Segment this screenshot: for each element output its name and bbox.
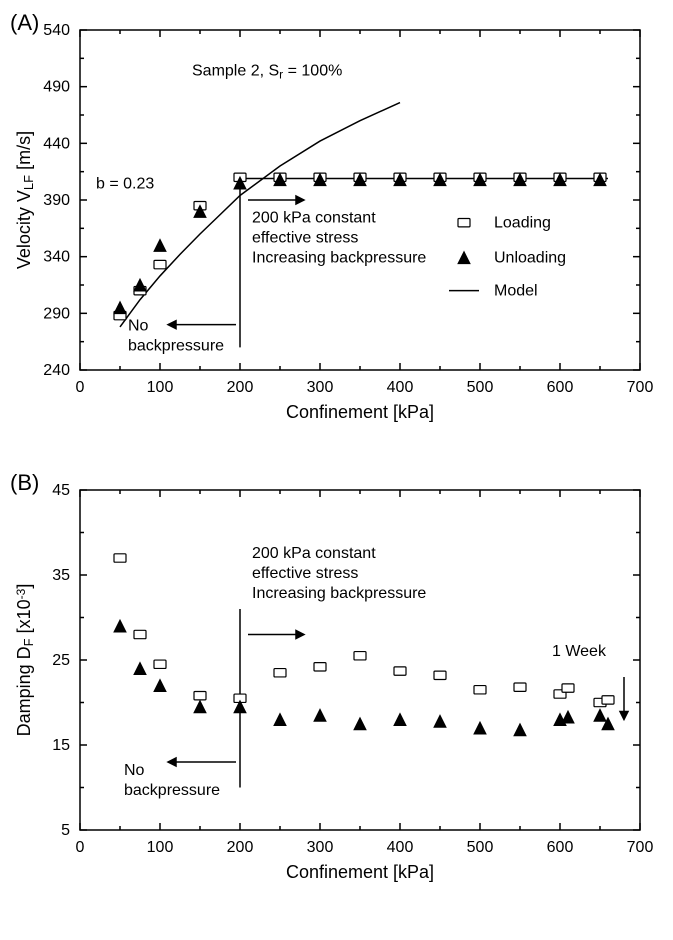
svg-text:500: 500 — [467, 379, 494, 396]
svg-text:No: No — [124, 762, 145, 779]
svg-text:Increasing backpressure: Increasing backpressure — [252, 585, 426, 602]
svg-text:effective stress: effective stress — [252, 230, 358, 247]
svg-text:45: 45 — [52, 482, 70, 499]
svg-text:No: No — [128, 317, 149, 334]
panel-b-label: (B) — [10, 470, 39, 496]
svg-text:400: 400 — [387, 379, 414, 396]
svg-text:490: 490 — [43, 79, 70, 96]
svg-text:Confinement [kPa]: Confinement [kPa] — [286, 862, 434, 882]
svg-text:0: 0 — [76, 839, 85, 856]
svg-text:600: 600 — [547, 379, 574, 396]
svg-text:b = 0.23: b = 0.23 — [96, 176, 154, 193]
svg-text:290: 290 — [43, 305, 70, 322]
svg-text:440: 440 — [43, 135, 70, 152]
panel-a-label: (A) — [10, 10, 39, 36]
svg-text:700: 700 — [627, 379, 654, 396]
svg-text:340: 340 — [43, 249, 70, 266]
svg-text:0: 0 — [76, 379, 85, 396]
svg-text:100: 100 — [147, 839, 174, 856]
svg-text:Loading: Loading — [494, 215, 551, 232]
svg-text:400: 400 — [387, 839, 414, 856]
svg-text:Confinement [kPa]: Confinement [kPa] — [286, 402, 434, 422]
svg-text:15: 15 — [52, 737, 70, 754]
svg-text:backpressure: backpressure — [124, 782, 220, 799]
svg-text:35: 35 — [52, 567, 70, 584]
svg-text:5: 5 — [61, 822, 70, 839]
svg-text:Damping DF [x10-3]: Damping DF [x10-3] — [14, 584, 36, 737]
svg-text:Increasing backpressure: Increasing backpressure — [252, 250, 426, 267]
svg-text:100: 100 — [147, 379, 174, 396]
svg-text:effective stress: effective stress — [252, 565, 358, 582]
svg-text:300: 300 — [307, 379, 334, 396]
svg-text:700: 700 — [627, 839, 654, 856]
svg-text:1 Week: 1 Week — [552, 643, 607, 660]
svg-text:Model: Model — [494, 283, 538, 300]
svg-text:540: 540 — [43, 22, 70, 39]
svg-text:Sample 2, Sr = 100%: Sample 2, Sr = 100% — [192, 62, 342, 81]
svg-text:Velocity VLF [m/s]: Velocity VLF [m/s] — [14, 131, 36, 269]
svg-text:390: 390 — [43, 192, 70, 209]
panel-a: (A) 0 100 200 300 400 500 600 700 240 290 340 390 44… — [10, 10, 663, 430]
svg-text:500: 500 — [467, 839, 494, 856]
svg-text:200 kPa constant: 200 kPa constant — [252, 545, 376, 562]
svg-text:Unloading: Unloading — [494, 250, 566, 267]
svg-text:600: 600 — [547, 839, 574, 856]
svg-text:300: 300 — [307, 839, 334, 856]
chart-a: 0 100 200 300 400 500 600 700 240 290 340 390 440 490… — [10, 10, 660, 430]
svg-text:200: 200 — [227, 839, 254, 856]
svg-text:200: 200 — [227, 379, 254, 396]
panel-b: (B) 0 100 200 300 400 500 600 700 5 15 25 35 45 Confi… — [10, 470, 663, 890]
svg-text:200 kPa constant: 200 kPa constant — [252, 210, 376, 227]
chart-b: 0 100 200 300 400 500 600 700 5 15 25 35 45 Confineme… — [10, 470, 660, 890]
figure: (A) 0 100 200 300 400 500 600 700 240 290 340 390 44… — [10, 10, 663, 890]
svg-text:25: 25 — [52, 652, 70, 669]
svg-text:240: 240 — [43, 362, 70, 379]
svg-text:backpressure: backpressure — [128, 337, 224, 354]
